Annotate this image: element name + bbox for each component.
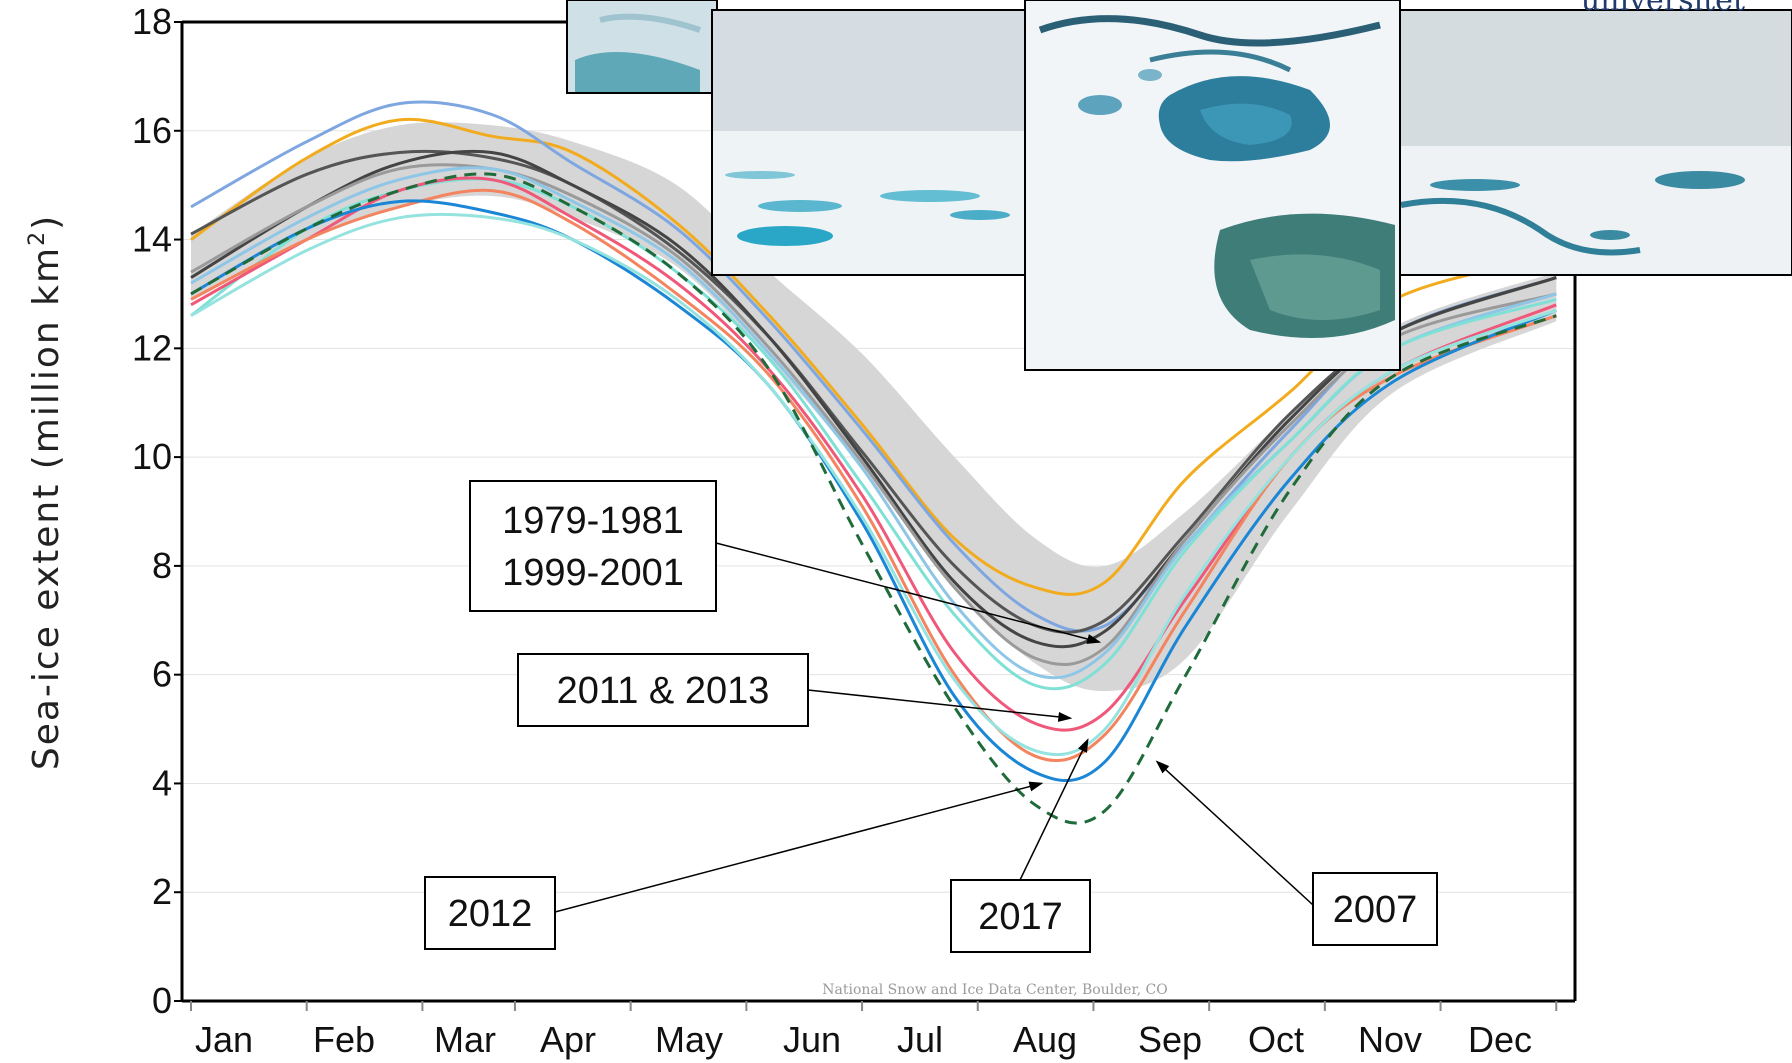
photo-melt-ponds-left	[566, 0, 718, 94]
series-line-1	[190, 117, 1557, 596]
y-tick-label: 14	[132, 219, 172, 260]
annotation-box	[517, 653, 809, 727]
annotation-label: 2011 & 2013	[557, 670, 770, 712]
y-tick-label: 18	[132, 1, 172, 42]
y-axis-title: Sea-ice extent (million km2)	[25, 214, 67, 770]
annotation-label: 1999-2001	[502, 552, 684, 594]
y-tick-label: 6	[152, 654, 172, 695]
photo-ice-horizon-right	[1399, 9, 1792, 276]
x-tick-label: Sep	[1138, 1019, 1202, 1060]
annotation-box	[950, 879, 1091, 953]
x-tick-label: Jan	[195, 1019, 253, 1060]
x-tick-label: May	[655, 1019, 723, 1060]
series-line-4	[190, 149, 1557, 649]
annotation-4: 2017	[950, 738, 1091, 953]
photo-ice-horizon-center	[711, 9, 1033, 276]
x-tick-label: Mar	[434, 1019, 496, 1060]
x-tick-label: Aug	[1013, 1019, 1077, 1060]
x-tick-label: Jun	[783, 1019, 841, 1060]
x-tick-label: Oct	[1248, 1019, 1304, 1060]
x-tick-label: Jul	[897, 1019, 943, 1060]
annotation-5: 2007	[1155, 760, 1438, 946]
y-tick-label: 16	[132, 110, 172, 151]
x-tick-labels: Jan Feb Mar Apr May Jun Jul Aug Sep Oct Nov Dec	[195, 1019, 1532, 1060]
x-tick-label: Feb	[313, 1019, 375, 1060]
annotation-label: 2007	[1333, 889, 1418, 931]
series-lines	[190, 100, 1557, 825]
annotation-label: 2012	[448, 893, 533, 935]
annotation-arrow	[554, 781, 1044, 913]
x-tick-label: Dec	[1468, 1019, 1532, 1060]
data-credit: National Snow and Ice Data Center, Bould…	[822, 982, 1167, 998]
brand-fragment: universitet	[1581, 0, 1745, 18]
x-tick-label: Nov	[1358, 1019, 1422, 1060]
y-tick-label: 12	[132, 327, 172, 368]
annotation-1: 1979-1981 1999-2001	[469, 480, 1102, 644]
y-tick-label: 0	[152, 980, 172, 1021]
y-tick-label: 8	[152, 545, 172, 586]
annotation-arrow	[1019, 738, 1089, 881]
y-tick-labels: 0 2 4 6 8 10 12 14 16 18	[132, 1, 172, 1021]
y-tick-label: 4	[152, 762, 172, 803]
annotation-3: 2012	[424, 781, 1044, 950]
series-line-2	[190, 100, 1557, 633]
annotations: 1979-1981 1999-2001 2011 & 2013 2012 2017 200…	[424, 480, 1438, 953]
series-line-11	[190, 212, 1557, 757]
x-tick-label: Apr	[540, 1019, 596, 1060]
annotation-box	[469, 480, 717, 612]
annotation-arrow	[1155, 760, 1314, 906]
annotation-2: 2011 & 2013	[517, 653, 1073, 727]
series-line-10	[190, 199, 1557, 782]
climatology-band	[191, 122, 1557, 692]
y-tick-label: 2	[152, 871, 172, 912]
annotation-label: 1979-1981	[502, 500, 684, 542]
annotation-box	[1312, 872, 1438, 946]
annotation-arrow	[715, 542, 1102, 644]
annotation-box	[424, 876, 556, 950]
series-line-5	[190, 163, 1557, 666]
annotation-arrow	[807, 689, 1073, 722]
photo-aerial-pond	[1024, 0, 1401, 371]
climatology-band-area	[191, 122, 1557, 692]
photo-insets: universitet	[566, 0, 1792, 371]
series-line-3	[190, 149, 1557, 634]
annotation-label: 2017	[978, 896, 1063, 938]
y-tick-label: 10	[132, 436, 172, 477]
